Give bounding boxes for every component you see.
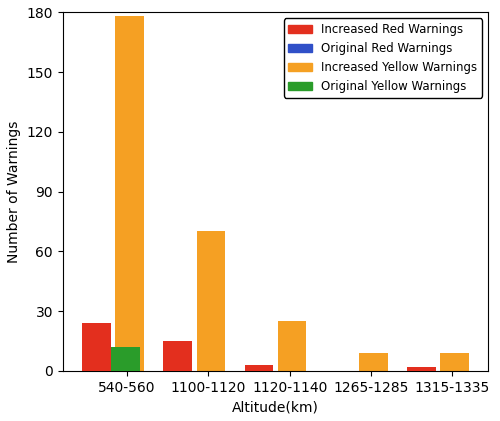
Bar — [82, 323, 110, 371]
Bar — [164, 341, 192, 371]
Bar — [244, 365, 273, 371]
Y-axis label: Number of Warnings: Number of Warnings — [7, 120, 21, 263]
X-axis label: Altitude(km): Altitude(km) — [232, 400, 319, 414]
Bar — [112, 347, 140, 371]
Bar — [440, 353, 469, 371]
Bar — [278, 321, 306, 371]
Bar — [196, 232, 225, 371]
Bar — [359, 353, 388, 371]
Bar — [116, 16, 144, 371]
Bar — [407, 367, 436, 371]
Legend: Increased Red Warnings, Original Red Warnings, Increased Yellow Warnings, Origin: Increased Red Warnings, Original Red War… — [284, 19, 482, 98]
